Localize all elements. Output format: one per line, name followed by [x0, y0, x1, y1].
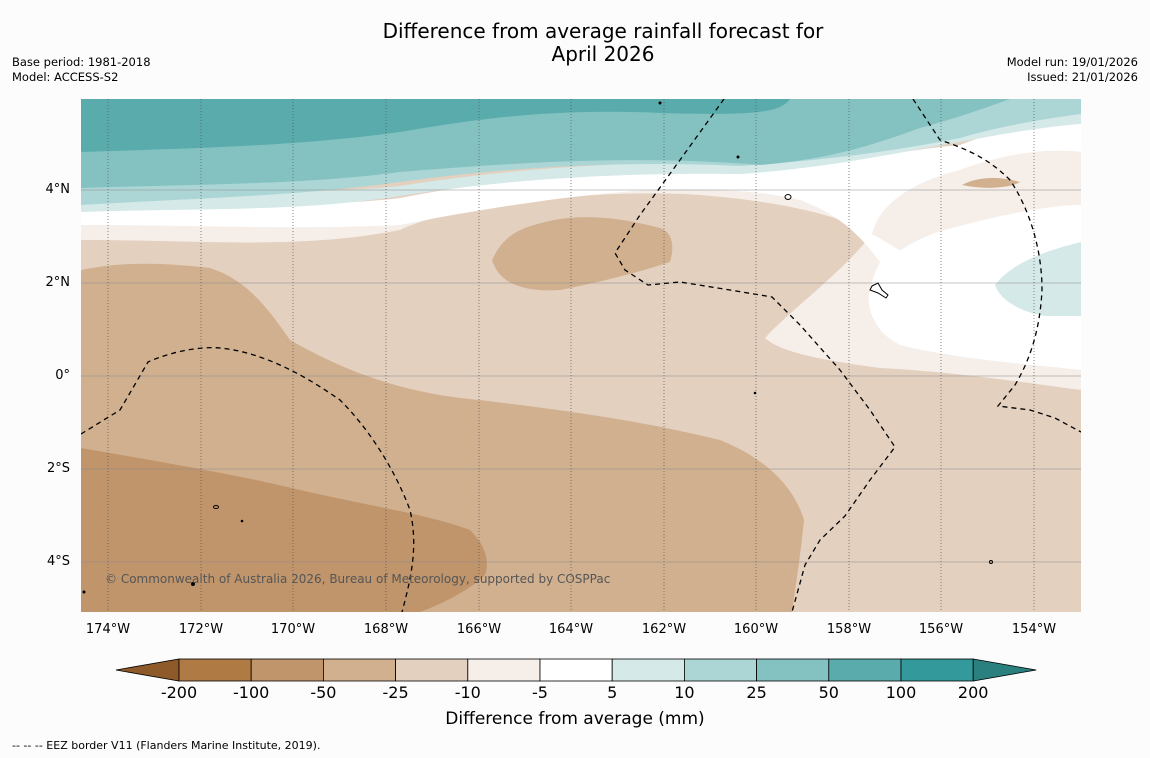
colorbar-swatch [611, 658, 685, 682]
band-neg50-neg100 [81, 448, 487, 612]
colorbar-tick-label: 5 [607, 683, 618, 702]
eez-borders [81, 99, 1081, 612]
lon-label-154w: 154°W [1011, 622, 1057, 637]
colorbar [115, 658, 1037, 682]
colorbar-tick-label: 100 [885, 683, 917, 702]
colorbar-tick-label: 25 [746, 683, 767, 702]
lat-label-4n: 4°N [45, 182, 71, 197]
band-neg25-neg50-east [962, 178, 1020, 188]
colorbar-tick-label: 200 [957, 683, 989, 702]
colorbar-swatch [900, 658, 974, 682]
colorbar-swatch [395, 658, 469, 682]
map-title-line1: Difference from average rainfall forecas… [382, 19, 824, 43]
colorbar-swatch [467, 658, 541, 682]
lat-label-2n: 2°N [45, 275, 71, 290]
rainfall-map [81, 99, 1081, 612]
lat-label-4s: 4°S [46, 554, 70, 569]
colorbar-tick-label: -5 [532, 683, 548, 702]
islands [82, 101, 993, 594]
band-pos5-pos10 [81, 112, 1081, 212]
model-name: Model: ACCESS-S2 [12, 70, 119, 84]
colorbar-swatch [684, 658, 758, 682]
colorbar-tick-label: -100 [233, 683, 270, 702]
colorbar-tick-label: -50 [310, 683, 337, 702]
colorbar-title: Difference from average (mm) [445, 709, 705, 729]
lon-label-168w: 168°W [363, 622, 409, 637]
lon-label-162w: 162°W [641, 622, 687, 637]
colorbar-extend-low [115, 658, 180, 682]
lat-label-2s: 2°S [46, 461, 70, 476]
colorbar-swatch [756, 658, 830, 682]
lon-label-156w: 156°W [918, 622, 964, 637]
colorbar-extend-high [972, 658, 1037, 682]
eez-legend-footnote: -- -- -- EEZ border V11 (Flanders Marine… [12, 739, 321, 752]
band-pos5-pos10-east [995, 242, 1081, 316]
band-near-zero [81, 120, 1081, 370]
colorbar-tick-label: 50 [818, 683, 839, 702]
lon-label-160w: 160°W [733, 622, 779, 637]
lat-gridlines [81, 189, 1081, 563]
lon-label-158w: 158°W [826, 622, 872, 637]
issued-date: Issued: 21/01/2026 [1027, 70, 1138, 84]
colorbar-tick-label: 10 [674, 683, 695, 702]
lon-label-174w: 174°W [85, 622, 131, 637]
base-period: Base period: 1981-2018 [12, 55, 151, 69]
colorbar-tick-label: -200 [160, 683, 198, 702]
colorbar-swatch [828, 658, 902, 682]
copyright-notice: © Commonwealth of Australia 2026, Bureau… [105, 572, 611, 586]
colorbar-swatch [178, 658, 252, 682]
colorbar-tick-label: -10 [454, 683, 481, 702]
colorbar-swatch [250, 658, 324, 682]
lon-label-166w: 166°W [456, 622, 502, 637]
lat-label-0: 0° [55, 368, 70, 383]
lon-label-172w: 172°W [178, 622, 224, 637]
colorbar-swatch [539, 658, 613, 682]
band-pos50-pos100 [81, 99, 790, 152]
lon-label-164w: 164°W [548, 622, 594, 637]
model-run: Model run: 19/01/2026 [1006, 55, 1138, 69]
colorbar-tick-label: -25 [382, 683, 409, 702]
band-near-zero-east [868, 205, 1081, 370]
colorbar-swatch [322, 658, 396, 682]
map-title-line2: April 2026 [551, 42, 655, 66]
lon-label-170w: 170°W [270, 622, 316, 637]
